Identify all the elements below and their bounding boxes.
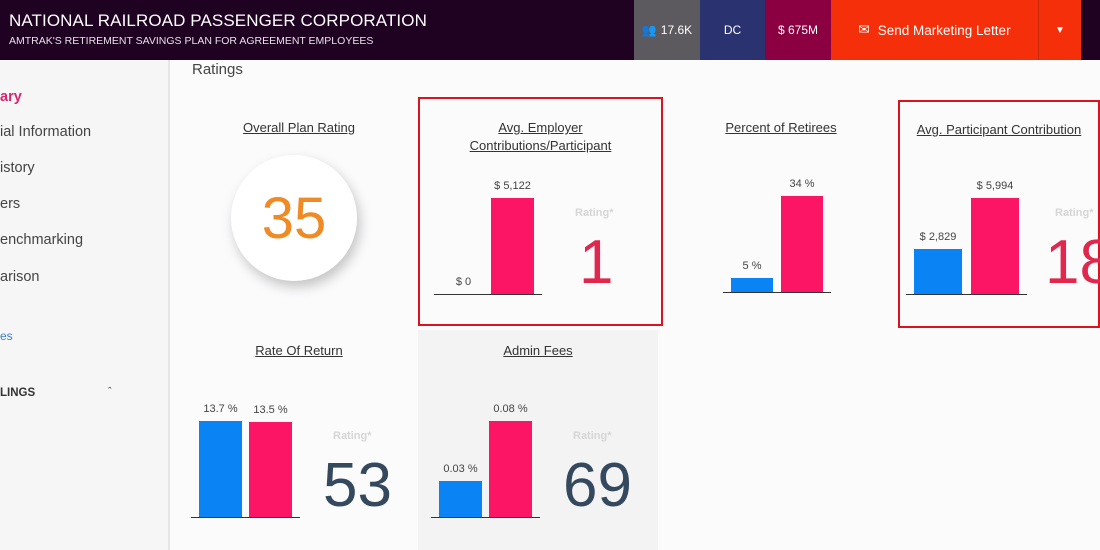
sidebar-link[interactable]: es	[0, 329, 13, 343]
chart-title[interactable]: Avg. Employer Contributions/Participant	[469, 120, 612, 153]
chart-title[interactable]: Avg. Participant Contribution	[916, 122, 1082, 137]
bar-value-label: $ 2,829	[919, 231, 957, 243]
rating-value: 69	[563, 451, 632, 520]
rating-label: Rating*	[1055, 207, 1094, 219]
bar-value-label: 34 %	[789, 178, 815, 190]
chart-title[interactable]: Rate Of Return	[255, 343, 343, 358]
overall-rating-value: 35	[231, 155, 357, 281]
chart-title[interactable]: Percent of Retirees	[725, 120, 837, 135]
plan-bar	[731, 278, 773, 292]
assets-badge: $ 675M	[765, 0, 831, 60]
benchmark-bar	[249, 422, 292, 517]
section-title: Ratings	[192, 61, 243, 78]
plan-name-subtitle: AMTRAK'S RETIREMENT SAVINGS PLAN FOR AGR…	[9, 35, 374, 47]
chevron-up-icon[interactable]: ˆ	[108, 386, 112, 398]
sidebar-item-financial-information[interactable]: ial Information	[0, 124, 92, 140]
overall-rating-title[interactable]: Overall Plan Rating	[243, 120, 355, 135]
chart-baseline	[723, 292, 831, 293]
benchmark-bar	[781, 196, 823, 292]
header: NATIONAL RAILROAD PASSENGER CORPORATION …	[0, 0, 1100, 60]
rating-value: 1	[579, 228, 614, 297]
chart-baseline	[191, 517, 300, 518]
bar-value-label: 5 %	[742, 260, 762, 272]
rating-label: Rating*	[575, 207, 614, 219]
sidebar-item-benchmarking[interactable]: enchmarking	[0, 232, 84, 248]
bar-value-label: $ 5,122	[494, 180, 531, 192]
rating-label: Rating*	[333, 430, 372, 442]
sidebar-item-history[interactable]: istory	[0, 160, 35, 176]
benchmark-bar	[491, 198, 534, 294]
bar-value-label: 13.5 %	[253, 404, 288, 416]
plan-bar	[199, 421, 242, 517]
users-icon: 👥	[641, 23, 657, 37]
caret-down-icon: ▼	[1055, 24, 1065, 36]
chart-baseline	[906, 294, 1027, 295]
plan-bar	[439, 481, 482, 517]
rating-card: Admin Fees 0.03 % 0.08 % Rating* 69	[418, 330, 658, 550]
rating-label: Rating*	[573, 430, 612, 442]
overall-rating-card: Overall Plan Rating 35	[180, 100, 418, 326]
send-dropdown-button[interactable]: ▼	[1038, 0, 1081, 60]
bar-value-label: 13.7 %	[203, 403, 238, 415]
benchmark-bar	[971, 198, 1019, 294]
sidebar-item-providers[interactable]: ers	[0, 196, 21, 212]
sidebar-item-summary[interactable]: ary	[0, 89, 22, 105]
rating-value: 18	[1045, 228, 1100, 297]
send-marketing-letter-button[interactable]: ✉ Send Marketing Letter	[831, 0, 1038, 60]
participants-badge: 👥 17.6K	[634, 0, 700, 60]
state-badge: DC	[700, 0, 765, 60]
sidebar-section-filings[interactable]: LINGS	[0, 387, 36, 399]
bar-value-label: 0.03 %	[443, 463, 478, 475]
rating-card: Avg. Participant Contribution $ 2,829 $ 5,…	[898, 100, 1100, 328]
benchmark-bar	[489, 421, 532, 517]
chart-title[interactable]: Admin Fees	[503, 343, 573, 358]
rating-value: 53	[323, 451, 392, 520]
rating-card: Percent of Retirees 5 % 34 %	[663, 100, 899, 326]
plan-bar	[914, 249, 962, 294]
chart-baseline	[431, 517, 540, 518]
plan-sponsor-title: NATIONAL RAILROAD PASSENGER CORPORATION	[9, 11, 427, 30]
rating-card: Rate Of Return 13.7 % 13.5 % Rating* 53	[180, 330, 418, 550]
bar-value-label: 0.08 %	[493, 403, 528, 415]
envelope-icon: ✉	[858, 22, 870, 37]
chart-baseline	[434, 294, 542, 295]
sidebar-item-comparison[interactable]: arison	[0, 269, 40, 285]
bar-value-label: $ 0	[455, 276, 472, 288]
sidebar: ary ial Information istory ers enchmarki…	[0, 60, 170, 550]
bar-value-label: $ 5,994	[976, 180, 1014, 192]
rating-card: Avg. Employer Contributions/Participant $…	[418, 97, 663, 326]
